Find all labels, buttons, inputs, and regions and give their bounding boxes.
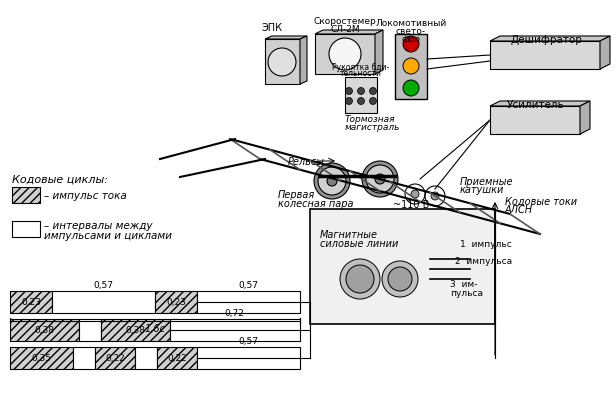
Circle shape [431,193,439,200]
Text: – импульс тока: – импульс тока [44,191,127,200]
Text: Скоростемер: Скоростемер [314,18,376,27]
Bar [10,291,52,313]
Circle shape [340,259,380,299]
Circle shape [403,81,419,97]
Bar [395,35,427,100]
Text: 0,57: 0,57 [238,337,258,346]
Polygon shape [600,37,610,70]
Text: АЛСН: АЛСН [505,204,533,214]
Circle shape [314,164,350,200]
Circle shape [268,49,296,77]
Text: Кодовые токи: Кодовые токи [505,196,577,207]
Polygon shape [300,37,307,85]
Circle shape [370,98,376,105]
Text: Тормозная: Тормозная [345,115,395,124]
Text: 0,23: 0,23 [21,298,41,307]
Bar [95,347,135,369]
Bar [169,319,300,341]
Text: импульсами и циклами: импульсами и циклами [44,230,172,240]
Circle shape [411,191,419,198]
Text: Приемные: Приемные [460,177,514,187]
Circle shape [375,175,385,184]
Bar [310,209,495,324]
Text: 0,23: 0,23 [166,298,186,307]
Text: ~110 В: ~110 В [393,200,429,209]
Bar [10,319,79,341]
Bar [10,347,73,369]
Text: 0,35: 0,35 [31,354,52,363]
Bar [12,221,40,237]
Text: 0,22: 0,22 [167,354,187,363]
Text: 0,22: 0,22 [105,354,125,363]
Circle shape [346,265,374,293]
Text: Дешифратор: Дешифратор [510,35,582,45]
Text: 3  им-: 3 им- [450,280,477,289]
Text: Кодовые циклы:: Кодовые циклы: [12,175,108,184]
Circle shape [403,37,419,53]
Text: Усилитель: Усилитель [507,100,565,110]
Bar [79,319,100,341]
Bar [197,291,300,313]
Text: 1,6с: 1,6с [145,323,166,333]
Text: магистраль: магистраль [345,123,400,132]
Polygon shape [490,107,580,135]
Text: 0,38: 0,38 [125,326,145,335]
Bar [12,188,40,204]
Text: СЛ-2М: СЛ-2М [330,25,360,34]
Text: силовые линии: силовые линии [320,238,399,248]
Circle shape [362,162,398,198]
Bar [157,347,197,369]
Bar [100,319,169,341]
Text: ЭПК: ЭПК [262,23,283,33]
Polygon shape [375,31,383,75]
Text: колесная пара: колесная пара [278,198,354,209]
Polygon shape [315,35,375,75]
Circle shape [403,59,419,75]
Text: 0,38: 0,38 [34,326,54,335]
Bar [155,291,197,313]
Circle shape [366,166,394,193]
Text: Рукоятка бди-: Рукоятка бди- [333,62,390,71]
Polygon shape [265,40,300,85]
Circle shape [346,88,352,95]
Text: Первая: Первая [278,189,315,200]
Text: – интервалы между: – интервалы между [44,220,153,230]
Text: 1  импульс: 1 импульс [460,240,512,249]
Text: пульса: пульса [450,289,483,298]
Text: фор: фор [402,34,421,43]
Bar [135,347,157,369]
Circle shape [382,261,418,297]
Circle shape [329,39,361,71]
Bar [197,347,300,369]
Polygon shape [490,42,600,70]
Circle shape [388,267,412,291]
Polygon shape [490,102,590,107]
Bar [345,78,377,114]
Polygon shape [265,37,307,40]
Text: 2  импульса: 2 импульса [455,257,512,266]
Polygon shape [580,102,590,135]
Polygon shape [315,31,383,35]
Text: 0,57: 0,57 [94,281,113,290]
Circle shape [370,88,376,95]
Bar [52,291,155,313]
Text: Магнитные: Магнитные [320,229,378,239]
Circle shape [357,98,365,105]
Circle shape [346,98,352,105]
Text: 0,72: 0,72 [225,309,245,318]
Circle shape [327,177,337,187]
Bar [73,347,95,369]
Text: 0,57: 0,57 [238,281,258,290]
Text: тельности: тельности [340,70,382,78]
Text: свето-: свето- [396,27,426,36]
Text: катушки: катушки [460,184,505,195]
Circle shape [357,88,365,95]
Circle shape [318,168,346,196]
Text: Рельсы: Рельсы [288,157,325,166]
Polygon shape [490,37,610,42]
Text: Локомотивный: Локомотивный [375,18,447,27]
